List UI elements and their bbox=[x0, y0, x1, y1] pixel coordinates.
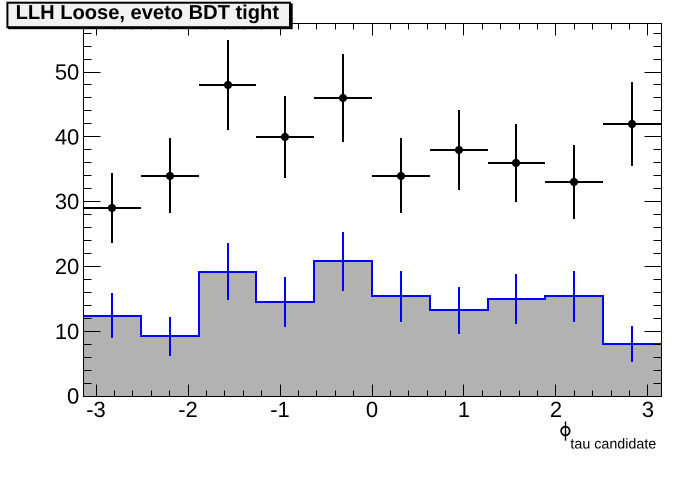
svg-text:-1: -1 bbox=[270, 397, 290, 422]
svg-text:20: 20 bbox=[55, 254, 79, 279]
svg-text:-3: -3 bbox=[86, 397, 106, 422]
svg-text:LLH Loose, eveto BDT tight: LLH Loose, eveto BDT tight bbox=[16, 2, 280, 24]
svg-text:2: 2 bbox=[550, 397, 562, 422]
svg-text:tau candidate: tau candidate bbox=[570, 437, 656, 453]
svg-text:50: 50 bbox=[55, 60, 79, 85]
svg-text:30: 30 bbox=[55, 189, 79, 214]
svg-text:3: 3 bbox=[642, 397, 654, 422]
svg-text:-2: -2 bbox=[178, 397, 198, 422]
svg-text:0: 0 bbox=[67, 384, 79, 409]
svg-text:1: 1 bbox=[458, 397, 470, 422]
svg-text:40: 40 bbox=[55, 124, 79, 149]
svg-text:10: 10 bbox=[55, 319, 79, 344]
svg-text:0: 0 bbox=[366, 397, 378, 422]
